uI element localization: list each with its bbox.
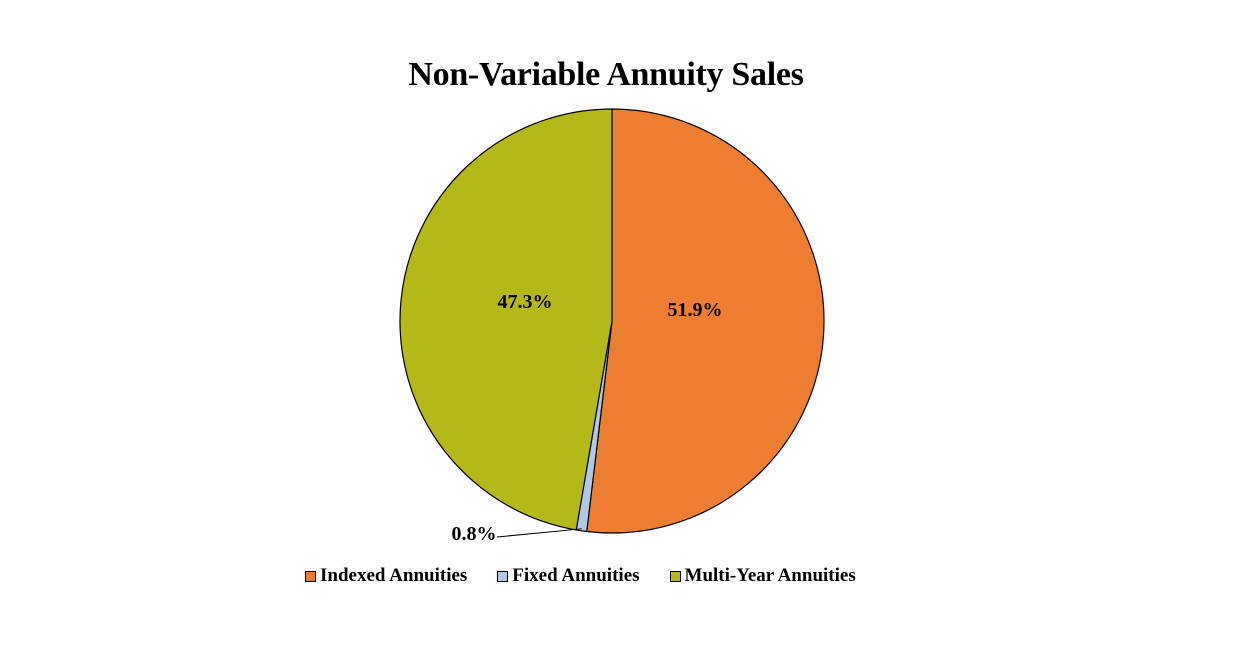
chart-title: Non-Variable Annuity Sales xyxy=(408,56,804,93)
pie-slice-multi-year-annuities xyxy=(399,108,613,531)
data-label-indexed-annuities: 51.9% xyxy=(668,299,723,321)
legend-swatch-fixed-annuities xyxy=(497,570,509,582)
pie-slice-indexed-annuities xyxy=(586,108,825,534)
leader-lines xyxy=(496,528,582,538)
legend-item-multi-year-annuities: Multi-Year Annuities xyxy=(669,565,856,587)
legend-swatch-multi-year-annuities xyxy=(669,570,681,582)
legend-label-indexed-annuities: Indexed Annuities xyxy=(320,565,468,586)
legend-item-indexed-annuities: Indexed Annuities xyxy=(305,565,467,587)
legend-label-multi-year-annuities: Multi-Year Annuities xyxy=(684,565,856,586)
data-label-fixed-annuities: 0.8% xyxy=(452,523,497,545)
legend-item-fixed-annuities: Fixed Annuities xyxy=(497,565,640,587)
data-label-multi-year-annuities: 47.3% xyxy=(498,291,553,313)
legend-swatch-indexed-annuities xyxy=(305,570,316,582)
legend-label-fixed-annuities: Fixed Annuities xyxy=(512,565,640,586)
data-labels: 51.9% 0.8% 47.3% xyxy=(452,291,723,545)
pie-slices xyxy=(399,108,825,534)
legend: Indexed Annuities Fixed Annuities Multi-… xyxy=(305,565,856,587)
leader-line-fixed-annuities xyxy=(496,528,582,538)
